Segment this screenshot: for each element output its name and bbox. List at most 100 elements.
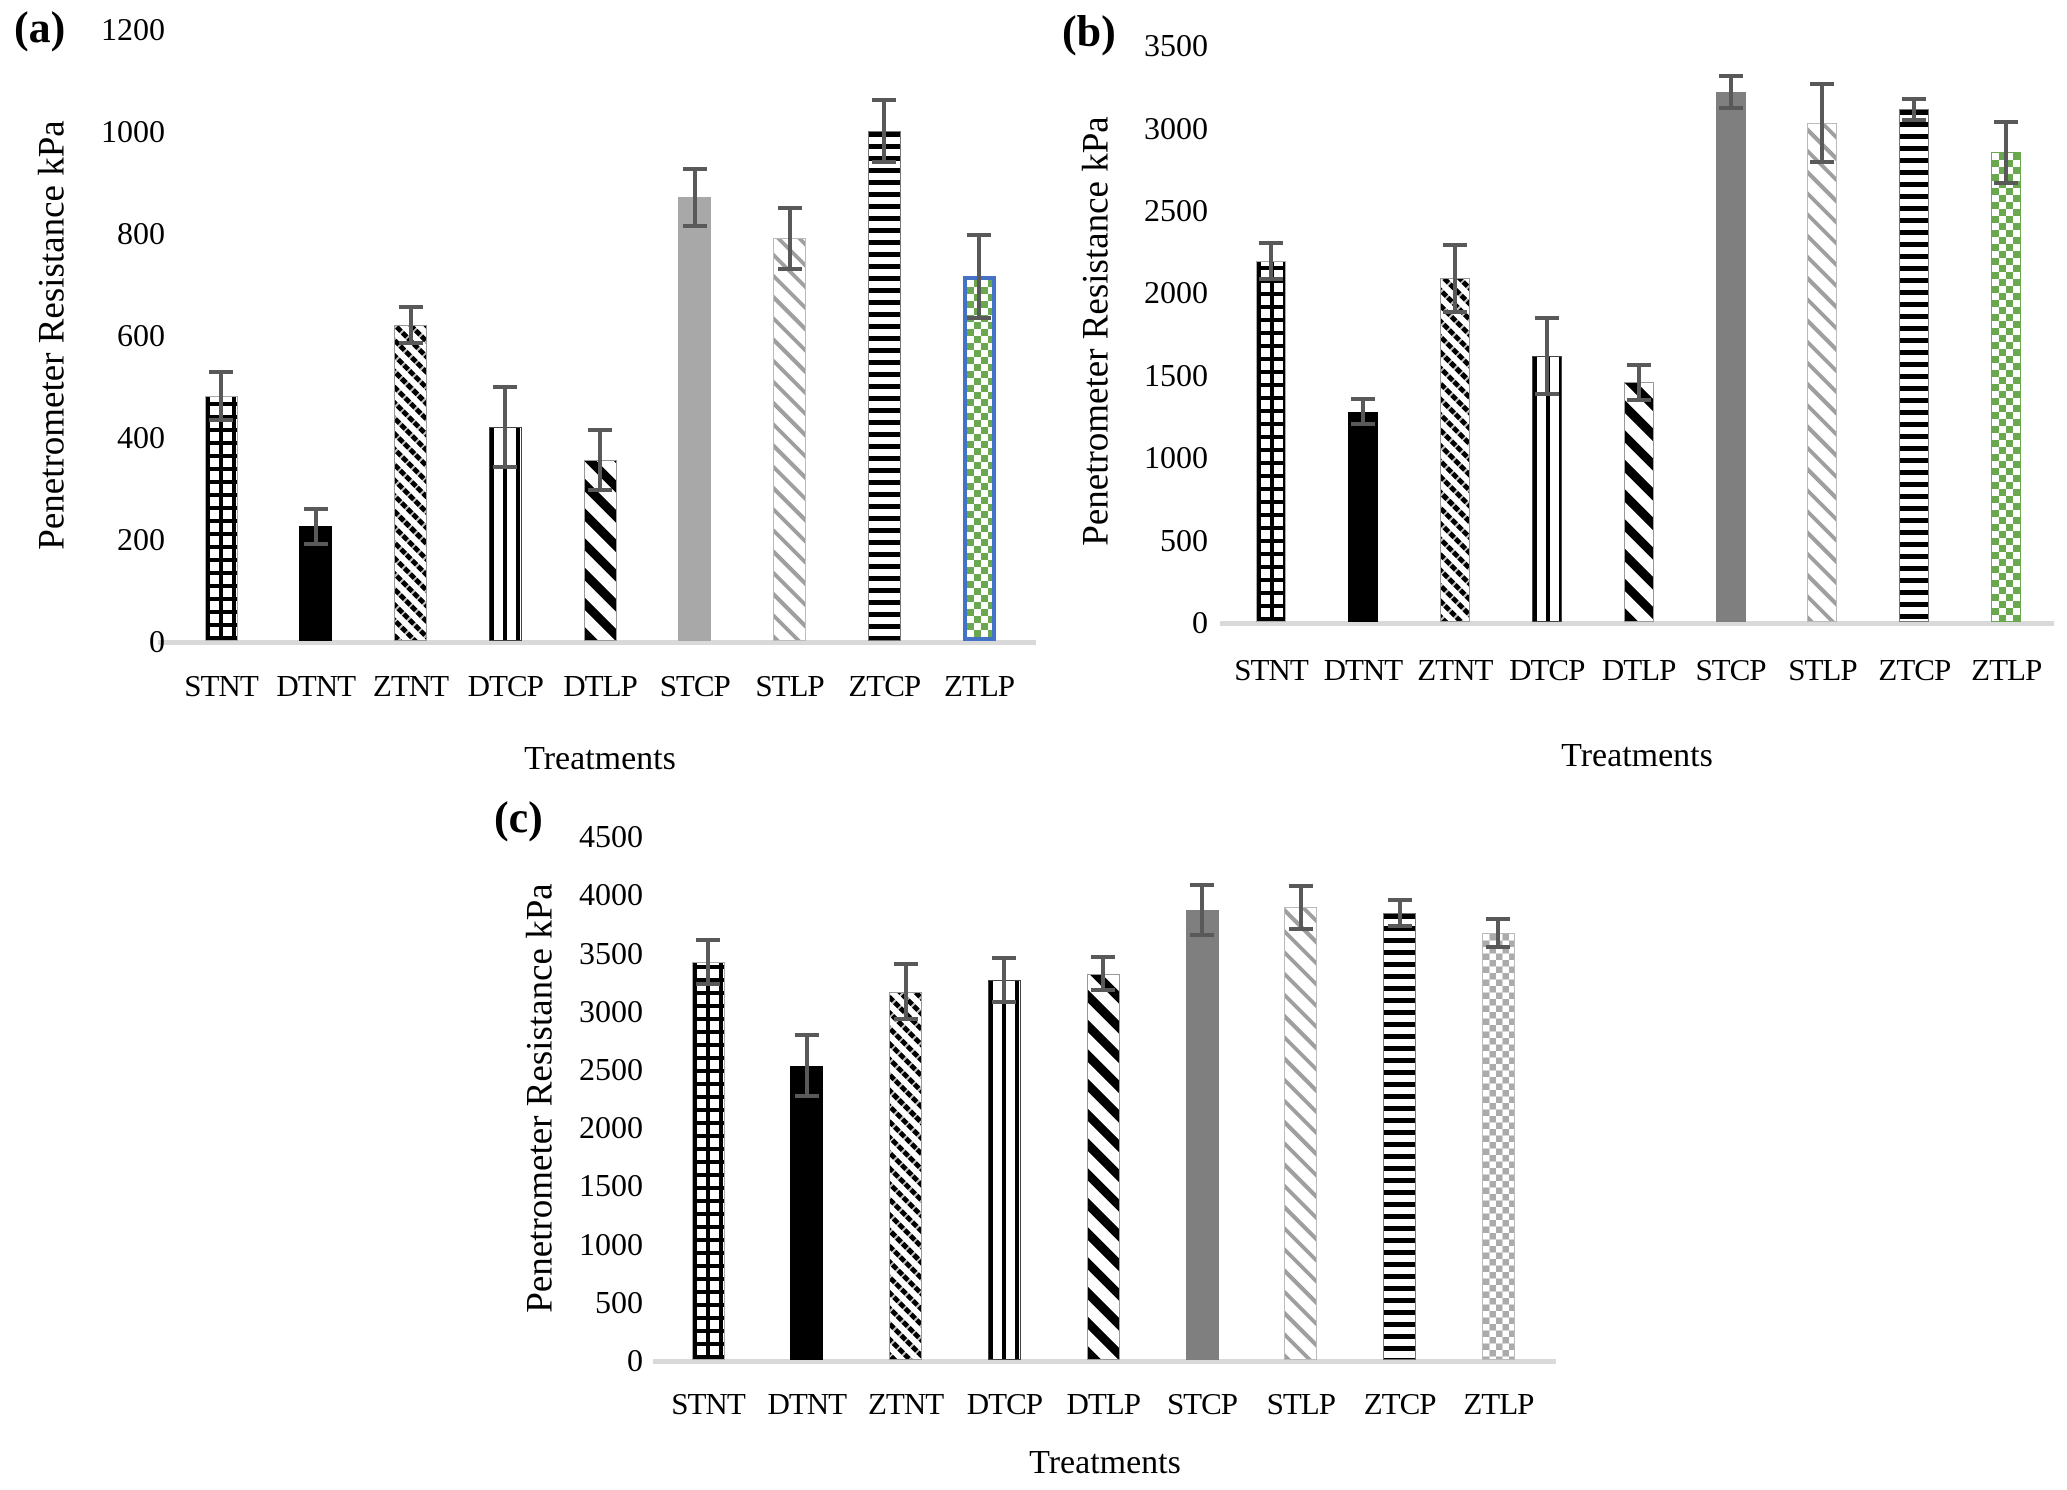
error-bar-cap-bottom — [1259, 277, 1283, 282]
x-tick-label-stcp: STCP — [1166, 1386, 1238, 1421]
x-tick-label-ztcp: ZTCP — [1878, 652, 1951, 687]
bar-stlp — [1284, 907, 1318, 1360]
bar-stnt — [691, 961, 725, 1360]
y-tick-label: 1000 — [579, 1225, 643, 1262]
bar-ztlp — [1991, 152, 2022, 622]
x-tick-label-ztnt: ZTNT — [867, 1386, 944, 1421]
x-tick-label-dtlp: DTLP — [1601, 652, 1676, 687]
bar-dtlp — [1086, 973, 1120, 1360]
y-tick-label: 3000 — [579, 992, 643, 1029]
bar-dtnt — [1347, 411, 1378, 622]
error-bar-cap-bottom — [682, 223, 707, 228]
error-bar-cap-top — [893, 961, 918, 966]
error-bar-line — [1544, 318, 1549, 393]
error-bar-cap-bottom — [1994, 180, 2019, 185]
x-tick-label-ztcp: ZTCP — [1363, 1386, 1437, 1421]
x-tick-label-stnt: STNT — [671, 1386, 745, 1421]
x-tick-label-ztlp: ZTLP — [943, 668, 1015, 703]
error-bar-line — [1728, 77, 1733, 107]
error-bar-cap-top — [1288, 883, 1313, 888]
error-bar-cap-bottom — [992, 999, 1017, 1004]
error-bar-cap-bottom — [1810, 159, 1835, 164]
bar-ztnt — [889, 991, 923, 1360]
error-bar-cap-bottom — [1626, 397, 1651, 402]
bar-ztcp — [1383, 913, 1417, 1360]
error-bar-line — [2004, 122, 2009, 182]
error-bar-cap-top — [1810, 81, 1835, 86]
y-tick-label: 4000 — [579, 876, 643, 913]
error-bar-cap-top — [794, 1032, 819, 1037]
error-bar-cap-bottom — [967, 316, 991, 321]
error-bar-cap-top — [1626, 362, 1651, 367]
x-axis-line — [158, 640, 1036, 645]
x-axis-title: Treatments — [1561, 737, 1713, 774]
bar-dtlp — [1623, 382, 1654, 622]
error-bar-cap-top — [992, 956, 1017, 960]
bar-ztnt — [1439, 278, 1470, 622]
error-bar-line — [1912, 99, 1917, 120]
error-bar-cap-top — [1259, 240, 1283, 245]
y-tick-label: 600 — [117, 317, 165, 353]
x-tick-label-ztlp: ZTLP — [1971, 652, 2042, 687]
error-bar-cap-top — [1994, 119, 2019, 124]
bar-dtnt — [790, 1065, 824, 1360]
y-tick-label: 800 — [117, 215, 165, 251]
y-tick-label: 200 — [117, 521, 165, 557]
error-bar-cap-top — [1350, 397, 1375, 402]
error-bar-line — [804, 1035, 809, 1096]
error-bar-cap-top — [1190, 883, 1214, 888]
error-bar-cap-bottom — [588, 487, 612, 492]
error-bar-cap-bottom — [1350, 422, 1375, 427]
x-axis-title: Treatments — [1029, 1444, 1181, 1481]
x-tick-label-stnt: STNT — [184, 668, 258, 703]
y-tick-label: 1000 — [1144, 439, 1208, 476]
error-bar-line — [692, 169, 697, 225]
bar-dtcp — [1531, 355, 1562, 622]
error-bar-line — [1298, 886, 1303, 928]
x-tick-label-ztcp: ZTCP — [848, 668, 921, 703]
error-bar-line — [408, 307, 413, 342]
y-tick-label: 1500 — [579, 1167, 643, 1204]
bar-ztlp — [1481, 932, 1515, 1360]
error-bar-line — [1200, 886, 1204, 934]
error-bar-cap-bottom — [1486, 944, 1511, 949]
error-bar-cap-top — [303, 506, 328, 511]
error-bar-cap-top — [1442, 243, 1467, 248]
error-bar-line — [503, 388, 508, 466]
bar-stlp — [773, 238, 806, 641]
x-tick-label-dtlp: DTLP — [1066, 1386, 1140, 1421]
x-tick-label-ztlp: ZTLP — [1463, 1386, 1534, 1421]
error-bar-cap-bottom — [493, 464, 518, 469]
error-bar-cap-top — [682, 166, 707, 171]
error-bar-cap-bottom — [398, 340, 423, 345]
error-bar-cap-top — [209, 370, 233, 375]
x-tick-label-dtnt: DTNT — [1323, 652, 1404, 687]
error-bar-cap-bottom — [872, 159, 897, 164]
error-bar-cap-bottom — [696, 981, 720, 986]
y-tick-label: 500 — [1160, 521, 1208, 558]
y-tick-label: 1200 — [101, 11, 165, 47]
y-tick-label: 500 — [595, 1283, 643, 1320]
error-bar-line — [1636, 365, 1641, 399]
error-bar-cap-bottom — [1288, 926, 1313, 931]
y-tick-label: 2500 — [579, 1051, 643, 1087]
error-bar-cap-top — [493, 385, 518, 390]
error-bar-cap-bottom — [1190, 932, 1214, 937]
x-tick-label-dtcp: DTCP — [467, 668, 544, 703]
bar-stcp — [1185, 910, 1219, 1360]
error-bar-line — [1397, 900, 1402, 926]
y-tick-label: 2500 — [1144, 192, 1208, 228]
error-bar-line — [1496, 920, 1501, 946]
y-tick-label: 3000 — [1144, 109, 1208, 146]
x-tick-label-dtnt: DTNT — [767, 1386, 847, 1421]
error-bar-cap-bottom — [1534, 391, 1559, 396]
x-tick-label-dtcp: DTCP — [966, 1386, 1043, 1421]
x-axis-line — [653, 1359, 1556, 1364]
bar-stlp — [1807, 122, 1838, 622]
error-bar-line — [1820, 84, 1825, 161]
x-tick-label-stcp: STCP — [1695, 652, 1766, 687]
x-axis-title: Treatments — [524, 740, 676, 777]
error-bar-cap-top — [398, 304, 423, 309]
error-bar-cap-top — [967, 232, 991, 237]
error-bar-line — [903, 964, 908, 1019]
